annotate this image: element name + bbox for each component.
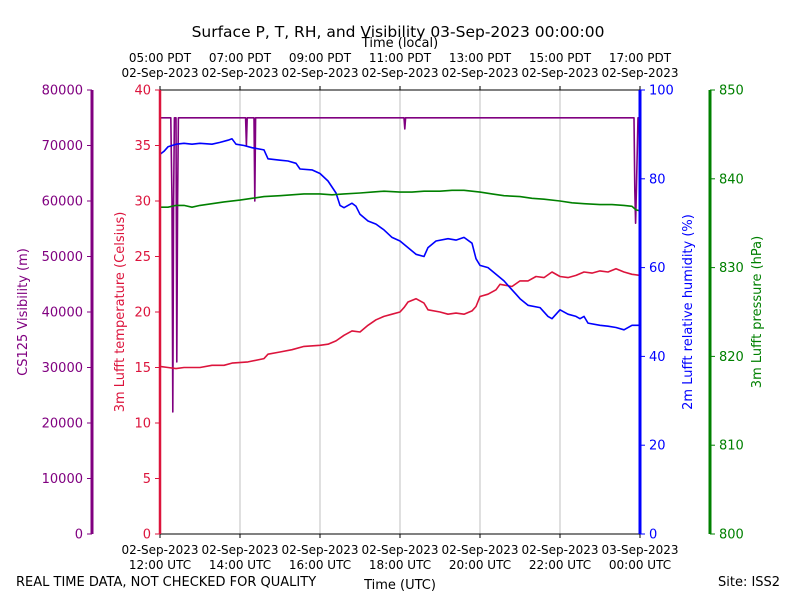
vis-tick-label: 10000 xyxy=(42,472,83,487)
3m-lufft-temperature-line xyxy=(159,267,641,534)
rh-tick-label: 0 xyxy=(649,528,657,543)
rh-axis-label: 2m Lufft relative humidity (%) xyxy=(681,214,696,410)
pressure-axis: 800 810 820 830 840 850 3m Lufft pressure (hPa… xyxy=(708,84,765,543)
top-tick-label-time: 13:00 PDT xyxy=(449,51,512,65)
top-tick-label-date: 02-Sep-2023 xyxy=(521,66,598,80)
humidity-axis: 0 20 40 60 80 100 2m Lufft relative humidity (… xyxy=(638,84,696,543)
rh-tick-label: 20 xyxy=(649,439,666,454)
top-tick-label-date: 02-Sep-2023 xyxy=(121,66,198,80)
pres-tick-label: 850 xyxy=(719,84,744,99)
bottom-tick-label-time: 12:00 UTC xyxy=(129,558,191,572)
3m-lufft-pressure-line xyxy=(160,189,641,212)
bottom-tick-label-time: 00:00 UTC xyxy=(609,558,671,572)
top-axis-label: Time (local) xyxy=(361,36,438,51)
visibility-axis: 0 10000 20000 30000 40000 50000 60000 70000 8000… xyxy=(16,84,94,543)
temp-tick-label: 15 xyxy=(134,361,151,376)
2m-lufft-relative-humidity-line xyxy=(159,138,641,534)
cs125-visibility-line xyxy=(159,117,640,534)
top-tick-label-time: 15:00 PDT xyxy=(529,51,592,65)
bottom-tick-label-date: 02-Sep-2023 xyxy=(201,543,278,557)
vis-tick-label: 40000 xyxy=(42,306,83,321)
top-tick-label-time: 17:00 PDT xyxy=(609,51,672,65)
vis-tick-label: 80000 xyxy=(42,84,83,99)
bottom-tick-label-time: 16:00 UTC xyxy=(289,558,351,572)
series-lines xyxy=(159,117,641,534)
top-tick-label-date: 02-Sep-2023 xyxy=(361,66,438,80)
temp-tick-label: 10 xyxy=(134,417,151,432)
temp-tick-label: 20 xyxy=(134,306,151,321)
top-tick-label-time: 11:00 PDT xyxy=(369,51,432,65)
pres-tick-label: 810 xyxy=(719,439,744,454)
top-tick-label-time: 09:00 PDT xyxy=(289,51,352,65)
vis-tick-label: 20000 xyxy=(42,417,83,432)
top-tick-label-date: 02-Sep-2023 xyxy=(441,66,518,80)
site-label: Site: ISS2 xyxy=(718,575,781,590)
vis-tick-label: 30000 xyxy=(42,361,83,376)
vis-tick-label: 60000 xyxy=(42,195,83,210)
pres-tick-label: 840 xyxy=(719,172,744,187)
bottom-tick-label-date: 02-Sep-2023 xyxy=(361,543,438,557)
bottom-tick-label-date: 02-Sep-2023 xyxy=(521,543,598,557)
top-tick-label-date: 02-Sep-2023 xyxy=(601,66,678,80)
bottom-tick-label-date: 02-Sep-2023 xyxy=(281,543,358,557)
temp-tick-label: 35 xyxy=(134,139,151,154)
top-tick-label-time: 05:00 PDT xyxy=(129,51,192,65)
temp-tick-label: 30 xyxy=(134,195,151,210)
bottom-tick-label-time: 20:00 UTC xyxy=(449,558,511,572)
pres-axis-label: 3m Lufft pressure (hPa) xyxy=(750,236,765,388)
bottom-tick-label-time: 22:00 UTC xyxy=(529,558,591,572)
quality-note: REAL TIME DATA, NOT CHECKED FOR QUALITY xyxy=(16,575,317,590)
rh-tick-label: 100 xyxy=(649,84,674,99)
pres-tick-label: 800 xyxy=(719,528,744,543)
chart-title: Surface P, T, RH, and Visibility 03-Sep-… xyxy=(192,23,605,41)
vis-tick-label: 70000 xyxy=(42,139,83,154)
temp-tick-label: 25 xyxy=(134,250,151,265)
rh-tick-label: 60 xyxy=(649,261,666,276)
temp-tick-label: 0 xyxy=(143,528,151,543)
top-tick-label-date: 02-Sep-2023 xyxy=(201,66,278,80)
temp-axis-label: 3m Lufft temperature (Celsius) xyxy=(113,212,128,413)
temp-tick-label: 5 xyxy=(143,472,151,487)
pres-tick-label: 830 xyxy=(719,261,744,276)
top-tick-label-date: 02-Sep-2023 xyxy=(281,66,358,80)
bottom-tick-label-date: 03-Sep-2023 xyxy=(601,543,678,557)
vis-tick-label: 0 xyxy=(75,528,83,543)
temp-tick-label: 40 xyxy=(134,84,151,99)
vis-axis-label: CS125 Visibility (m) xyxy=(16,248,31,376)
rh-tick-label: 80 xyxy=(649,172,666,187)
vis-tick-label: 50000 xyxy=(42,250,83,265)
bottom-tick-label-time: 18:00 UTC xyxy=(369,558,431,572)
pres-tick-label: 820 xyxy=(719,350,744,365)
bottom-axis-label: Time (UTC) xyxy=(363,578,436,593)
bottom-tick-label-time: 14:00 UTC xyxy=(209,558,271,572)
top-tick-label-time: 07:00 PDT xyxy=(209,51,272,65)
temperature-axis: 0 5 10 15 20 25 30 35 40 3m Lufft temperature (Ce… xyxy=(113,84,162,543)
rh-tick-label: 40 xyxy=(649,350,666,365)
bottom-tick-label-date: 02-Sep-2023 xyxy=(121,543,198,557)
bottom-tick-label-date: 02-Sep-2023 xyxy=(441,543,518,557)
